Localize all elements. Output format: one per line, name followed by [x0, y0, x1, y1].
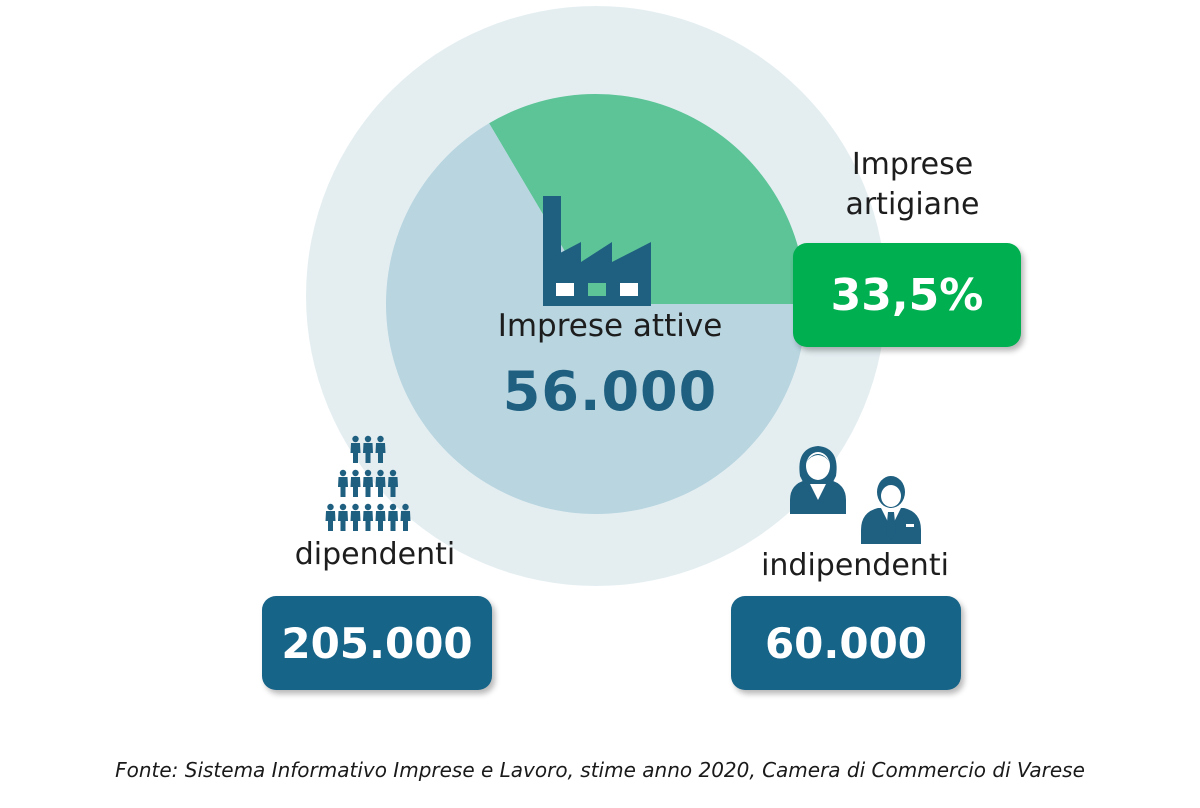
- person-body: [325, 511, 336, 531]
- person-head: [402, 503, 409, 511]
- person-body: [350, 443, 361, 463]
- dipendenti-value: 205.000: [281, 618, 473, 668]
- person-head: [389, 469, 397, 477]
- person-head: [389, 503, 397, 511]
- person-body: [375, 511, 386, 531]
- person-head: [352, 435, 359, 443]
- person-head: [364, 435, 372, 443]
- person-head: [352, 469, 359, 477]
- person-body: [375, 477, 386, 497]
- businessman-icon: [861, 476, 921, 544]
- person-body: [388, 511, 398, 531]
- person-head: [339, 503, 347, 511]
- person-body: [363, 511, 373, 531]
- person-body: [388, 477, 398, 497]
- pie-slice-rest: [386, 123, 806, 514]
- person-body: [375, 443, 386, 463]
- person-body: [350, 511, 361, 531]
- person-body: [338, 511, 348, 531]
- indipendenti-value: 60.000: [764, 618, 928, 668]
- person-head: [364, 469, 372, 477]
- factory-icon: [543, 196, 651, 306]
- person-head: [377, 503, 384, 511]
- person-body: [400, 511, 411, 531]
- center-label: Imprese attive: [497, 308, 723, 344]
- person-body: [338, 477, 348, 497]
- center-value: 56.000: [502, 360, 718, 423]
- dipendenti-label: dipendenti: [294, 537, 456, 572]
- artigiane-badge: 33,5%: [793, 243, 1021, 347]
- person-head: [377, 469, 384, 477]
- person-head: [352, 503, 359, 511]
- person-body: [350, 477, 361, 497]
- person-head: [364, 503, 372, 511]
- indipendenti-label: indipendenti: [761, 548, 949, 583]
- source-note: Fonte: Sistema Informativo Imprese e Lav…: [115, 758, 1085, 782]
- artigiane-label: Imprese artigiane: [845, 147, 980, 222]
- people-pyramid-icon: [325, 435, 411, 531]
- person-body: [363, 443, 373, 463]
- businesswoman-icon: [790, 446, 846, 514]
- person-head: [339, 469, 347, 477]
- person-head: [377, 435, 384, 443]
- person-body: [363, 477, 373, 497]
- person-head: [327, 503, 334, 511]
- dipendenti-badge: 205.000: [262, 596, 492, 690]
- indipendenti-badge: 60.000: [731, 596, 961, 690]
- artigiane-value: 33,5%: [830, 269, 984, 321]
